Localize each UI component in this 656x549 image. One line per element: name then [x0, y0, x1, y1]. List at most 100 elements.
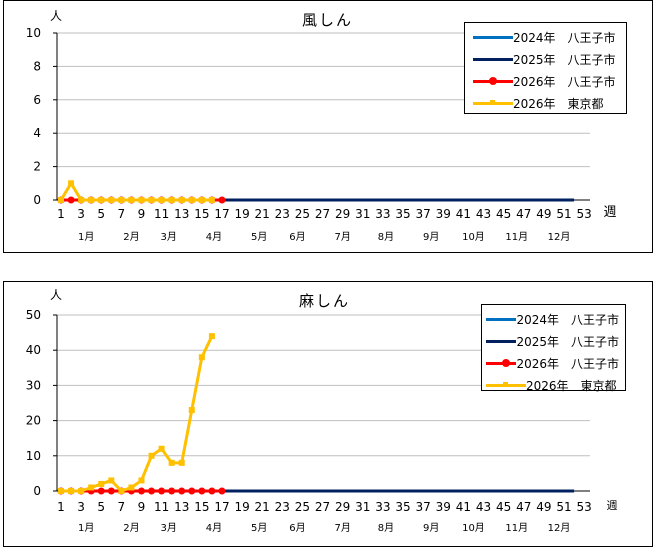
month-label: 5月 [251, 522, 267, 534]
data-point [148, 487, 156, 495]
x-tick-label: 45 [496, 207, 511, 221]
x-tick-label: 23 [275, 207, 290, 221]
legend-label: 2026年 八王子市 [516, 356, 619, 371]
legend-label: 2024年 八王子市 [516, 312, 619, 327]
data-point [178, 487, 186, 495]
x-tick-label: 5 [97, 207, 105, 221]
data-point [138, 477, 145, 484]
x-tick-label: 47 [516, 207, 531, 221]
measles-legend: 2024年 八王子市 2025年 八王子市 2026年 八王子市 2026年 東京都 [481, 304, 626, 393]
x-tick-label: 7 [118, 207, 126, 221]
month-label: 6月 [289, 231, 305, 243]
x-tick-label: 23 [275, 500, 290, 514]
x-tick-label: 51 [556, 207, 571, 221]
x-tick-label: 1 [57, 207, 65, 221]
legend-label: 2025年 八王子市 [513, 52, 616, 67]
legend-item: 2024年 八王子市 [473, 26, 620, 48]
legend-swatch-icon [473, 76, 513, 86]
data-point [68, 488, 75, 494]
y-tick-label: 10 [26, 26, 41, 40]
data-point [158, 487, 166, 495]
x-tick-label: 11 [154, 207, 169, 221]
legend-swatch-icon [486, 336, 517, 346]
data-point [218, 196, 226, 204]
x-tick-label: 19 [234, 500, 249, 514]
x-tick-label: 45 [496, 500, 511, 514]
data-point [108, 477, 115, 484]
x-tick-label: 3 [77, 207, 85, 221]
x-tick-label: 53 [576, 207, 591, 221]
x-tick-label: 17 [214, 500, 229, 514]
month-label: 1月 [78, 231, 94, 243]
legend-label: 2024年 八王子市 [513, 30, 616, 45]
rubella-legend: 2024年 八王子市 2025年 八王子市 2026年 八王子市 2026年 東京都 [464, 22, 627, 114]
data-point [137, 487, 145, 495]
data-point [198, 487, 206, 495]
legend-item: 2026年 八王子市 [486, 352, 619, 374]
series-line-3 [61, 335, 214, 493]
x-tick-label: 49 [536, 500, 551, 514]
x-tick-label: 41 [456, 500, 471, 514]
month-label: 12月 [548, 522, 571, 534]
legend-item: 2026年 東京都 [473, 92, 620, 114]
x-tick-label: 39 [436, 500, 451, 514]
month-label: 4月 [206, 522, 222, 534]
data-point [78, 197, 85, 203]
month-label: 10月 [462, 231, 485, 243]
x-tick-label: 5 [97, 500, 105, 514]
data-point [88, 197, 95, 203]
data-point [188, 407, 195, 414]
x-tick-label: 37 [416, 500, 431, 514]
data-point [88, 484, 95, 491]
measles-title: 麻しん [299, 292, 351, 310]
x-tick-label: 29 [335, 207, 350, 221]
x-tick-label: 33 [375, 500, 390, 514]
data-point [97, 487, 105, 495]
month-label: 1月 [78, 522, 94, 534]
data-point [188, 197, 195, 203]
data-point [148, 452, 155, 459]
y-tick-label: 6 [33, 93, 41, 107]
x-tick-label: 27 [315, 207, 330, 221]
data-point [158, 197, 165, 203]
x-tick-label: 51 [556, 500, 571, 514]
data-point [78, 488, 85, 494]
x-tick-label: 19 [234, 207, 249, 221]
data-point [198, 197, 205, 203]
legend-swatch-icon [473, 98, 513, 108]
data-point [118, 197, 125, 203]
data-point [158, 445, 165, 452]
x-tick-label: 15 [194, 500, 209, 514]
y-tick-label: 0 [33, 484, 41, 498]
x-tick-label: 1 [57, 500, 65, 514]
y-tick-label: 8 [33, 59, 41, 73]
data-point [58, 488, 64, 494]
x-tick-label: 31 [355, 500, 370, 514]
data-point [107, 487, 115, 495]
month-label: 4月 [206, 231, 222, 243]
x-tick-label: 43 [476, 500, 491, 514]
legend-item: 2025年 八王子市 [473, 48, 620, 70]
rubella-title: 風しん [302, 11, 354, 29]
y-tick-label: 4 [33, 126, 41, 140]
data-point [198, 354, 205, 361]
data-point [178, 459, 185, 466]
month-label: 3月 [160, 231, 176, 243]
legend-label: 2026年 東京都 [513, 96, 604, 111]
y-tick-label: 20 [26, 414, 41, 428]
x-tick-label: 35 [395, 500, 410, 514]
x-tick-label: 17 [214, 207, 229, 221]
x-unit-label: 週 [603, 205, 616, 220]
x-tick-label: 43 [476, 207, 491, 221]
x-tick-label: 15 [194, 207, 209, 221]
data-point [108, 197, 115, 203]
data-point [178, 197, 185, 203]
data-point [67, 196, 75, 204]
month-label: 11月 [505, 522, 528, 534]
month-label: 7月 [334, 522, 350, 534]
month-label: 10月 [462, 522, 485, 534]
month-label: 3月 [160, 522, 176, 534]
x-tick-label: 49 [536, 207, 551, 221]
y-tick-label: 10 [26, 449, 41, 463]
data-point [128, 484, 135, 491]
